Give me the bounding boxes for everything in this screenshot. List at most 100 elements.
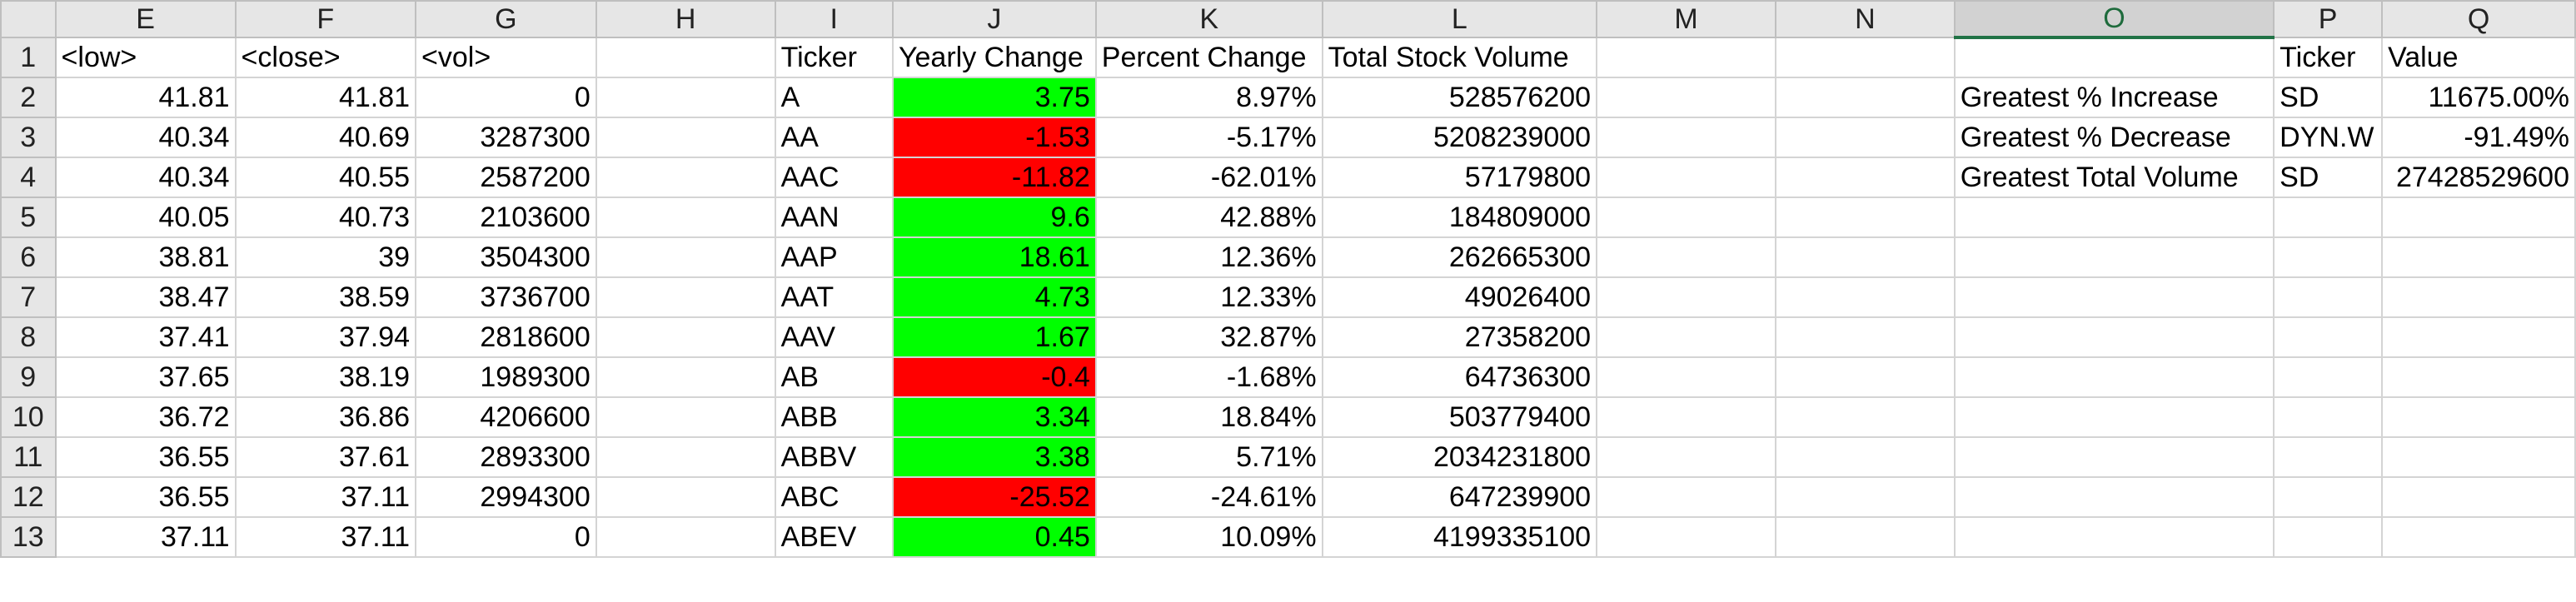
summary-header-value[interactable]: Value xyxy=(2381,37,2576,78)
cell-close[interactable]: 39 xyxy=(234,236,417,278)
empty-cell[interactable] xyxy=(1774,197,1956,238)
cell-percent-change[interactable]: 12.36% xyxy=(1094,236,1323,278)
empty-cell[interactable] xyxy=(1774,276,1956,318)
summary-label[interactable]: Greatest % Increase xyxy=(1953,77,2275,118)
cell-yearly-change[interactable]: 18.61 xyxy=(891,236,1097,278)
cell-total-volume[interactable]: 2034231800 xyxy=(1321,436,1598,478)
empty-cell[interactable] xyxy=(2381,197,2576,238)
cell-vol[interactable]: 2893300 xyxy=(415,436,597,478)
cell-total-volume[interactable]: 262665300 xyxy=(1321,236,1598,278)
empty-cell[interactable] xyxy=(1953,236,2275,278)
cell-yearly-change[interactable]: 3.75 xyxy=(891,77,1097,118)
cell-percent-change[interactable]: 8.97% xyxy=(1094,77,1323,118)
empty-cell[interactable] xyxy=(595,356,776,398)
row-header[interactable]: 5 xyxy=(0,197,57,238)
empty-cell[interactable] xyxy=(595,396,776,438)
cell-percent-change[interactable]: -24.61% xyxy=(1094,476,1323,518)
empty-cell[interactable] xyxy=(2273,316,2384,358)
empty-cell[interactable] xyxy=(1774,436,1956,478)
empty-cell[interactable] xyxy=(595,316,776,358)
row-header[interactable]: 11 xyxy=(0,436,57,478)
empty-cell[interactable] xyxy=(595,77,776,118)
cell-low[interactable]: 37.41 xyxy=(54,316,237,358)
cell-ticker[interactable]: AAV xyxy=(774,316,894,358)
empty-cell[interactable] xyxy=(1596,236,1776,278)
empty-cell[interactable] xyxy=(2273,436,2384,478)
cell-total-volume[interactable]: 184809000 xyxy=(1321,197,1598,238)
empty-cell[interactable] xyxy=(1953,356,2275,398)
empty-cell[interactable] xyxy=(1596,157,1776,198)
empty-cell[interactable] xyxy=(595,236,776,278)
cell-close[interactable]: 38.19 xyxy=(234,356,417,398)
empty-cell[interactable] xyxy=(595,436,776,478)
cell-low[interactable]: 36.55 xyxy=(54,476,237,518)
summary-ticker[interactable]: DYN.W xyxy=(2273,117,2384,158)
empty-cell[interactable] xyxy=(1774,396,1956,438)
select-all-corner[interactable] xyxy=(0,0,57,38)
cell-percent-change[interactable]: -1.68% xyxy=(1094,356,1323,398)
cell-yearly-change[interactable]: 9.6 xyxy=(891,197,1097,238)
cell-close[interactable]: 37.11 xyxy=(234,516,417,558)
cell-close[interactable]: 37.61 xyxy=(234,436,417,478)
cell-total-volume[interactable]: 647239900 xyxy=(1321,476,1598,518)
empty-cell[interactable] xyxy=(1774,77,1956,118)
cell-total-volume[interactable]: 27358200 xyxy=(1321,316,1598,358)
empty-cell[interactable] xyxy=(1953,516,2275,558)
row-header[interactable]: 8 xyxy=(0,316,57,358)
column-header-j[interactable]: J xyxy=(891,0,1097,38)
column-header-h[interactable]: H xyxy=(595,0,776,38)
empty-cell[interactable] xyxy=(1774,117,1956,158)
cell-close[interactable]: 40.73 xyxy=(234,197,417,238)
cell-ticker[interactable]: AAN xyxy=(774,197,894,238)
cell-low[interactable]: 40.05 xyxy=(54,197,237,238)
cell-total-volume[interactable]: 57179800 xyxy=(1321,157,1598,198)
empty-cell[interactable] xyxy=(1774,37,1956,78)
cell-yearly-change[interactable]: -25.52 xyxy=(891,476,1097,518)
cell-close[interactable]: 36.86 xyxy=(234,396,417,438)
cell-ticker[interactable]: AAC xyxy=(774,157,894,198)
column-header-n[interactable]: N xyxy=(1774,0,1956,38)
cell-total-volume[interactable]: 64736300 xyxy=(1321,356,1598,398)
row-header[interactable]: 7 xyxy=(0,276,57,318)
empty-cell[interactable] xyxy=(1596,396,1776,438)
cell-vol[interactable]: 4206600 xyxy=(415,396,597,438)
cell-total-volume[interactable]: 528576200 xyxy=(1321,77,1598,118)
cell-ticker[interactable]: AA xyxy=(774,117,894,158)
cell-total-volume[interactable]: 5208239000 xyxy=(1321,117,1598,158)
cell-close[interactable]: 41.81 xyxy=(234,77,417,118)
empty-cell[interactable] xyxy=(2381,276,2576,318)
column-header-p[interactable]: P xyxy=(2273,0,2384,38)
empty-cell[interactable] xyxy=(2381,396,2576,438)
cell-close[interactable]: 37.11 xyxy=(234,476,417,518)
cell-ticker[interactable]: AAT xyxy=(774,276,894,318)
empty-cell[interactable] xyxy=(1953,197,2275,238)
cell-ticker[interactable]: AAP xyxy=(774,236,894,278)
cell-ticker[interactable]: A xyxy=(774,77,894,118)
cell-vol[interactable]: 0 xyxy=(415,516,597,558)
header-cell-percent-change[interactable]: Percent Change xyxy=(1094,37,1323,78)
header-cell-close[interactable]: <close> xyxy=(234,37,417,78)
empty-cell[interactable] xyxy=(595,37,776,78)
cell-low[interactable]: 36.55 xyxy=(54,436,237,478)
cell-yearly-change[interactable]: -1.53 xyxy=(891,117,1097,158)
empty-cell[interactable] xyxy=(595,157,776,198)
empty-cell[interactable] xyxy=(1774,476,1956,518)
empty-cell[interactable] xyxy=(1596,197,1776,238)
cell-yearly-change[interactable]: 0.45 xyxy=(891,516,1097,558)
cell-percent-change[interactable]: 32.87% xyxy=(1094,316,1323,358)
empty-cell[interactable] xyxy=(2273,516,2384,558)
empty-cell[interactable] xyxy=(595,276,776,318)
empty-cell[interactable] xyxy=(2273,236,2384,278)
cell-close[interactable]: 38.59 xyxy=(234,276,417,318)
cell-vol[interactable]: 2994300 xyxy=(415,476,597,518)
empty-cell[interactable] xyxy=(2273,276,2384,318)
empty-cell[interactable] xyxy=(1596,436,1776,478)
empty-cell[interactable] xyxy=(1953,316,2275,358)
empty-cell[interactable] xyxy=(2273,396,2384,438)
header-cell-yearly-change[interactable]: Yearly Change xyxy=(891,37,1097,78)
cell-vol[interactable]: 3736700 xyxy=(415,276,597,318)
empty-cell[interactable] xyxy=(2381,236,2576,278)
empty-cell[interactable] xyxy=(1596,37,1776,78)
empty-cell[interactable] xyxy=(2273,476,2384,518)
row-header[interactable]: 13 xyxy=(0,516,57,558)
